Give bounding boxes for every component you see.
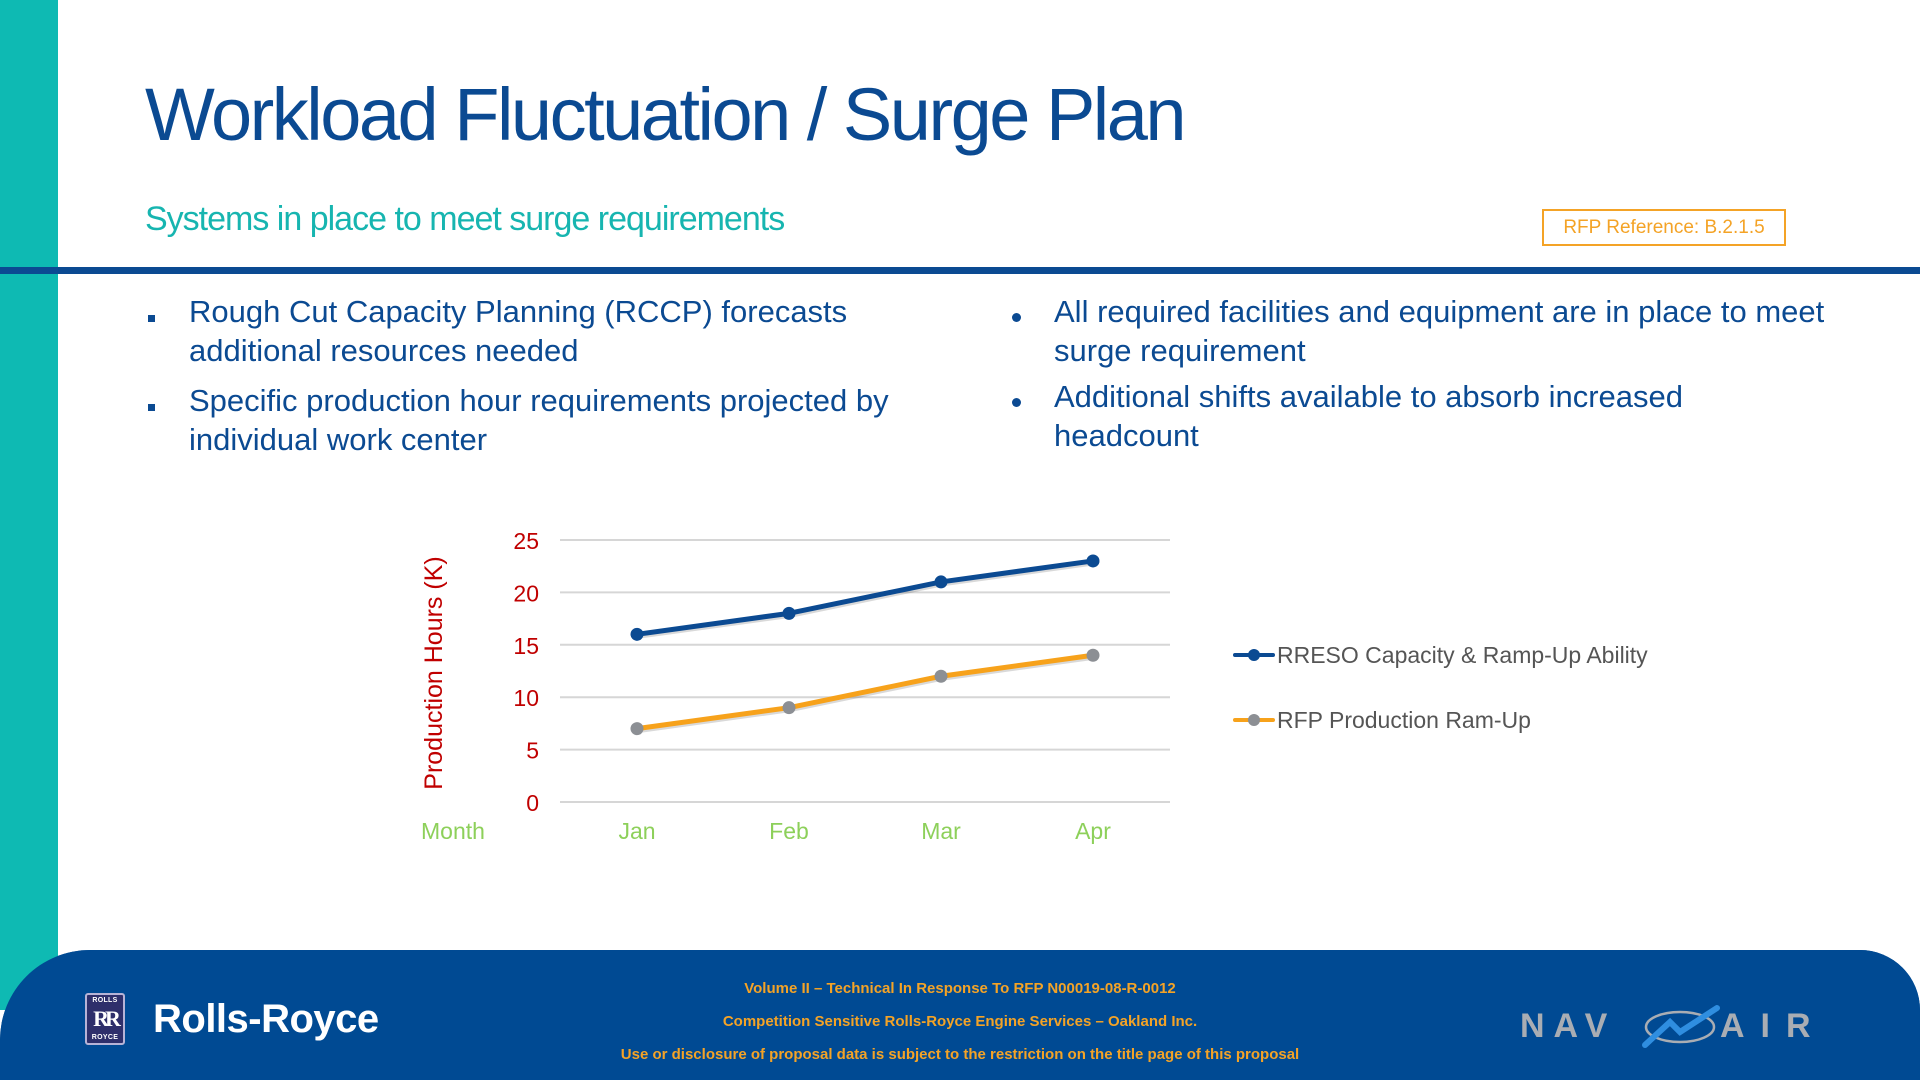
- data-point: [1086, 554, 1100, 568]
- badge-top-text: ROLLS: [92, 997, 118, 1004]
- y-tick-label: 15: [513, 633, 539, 659]
- square-bullet-icon: [145, 292, 155, 331]
- bullet-text: Additional shifts available to absorb in…: [1054, 379, 1683, 453]
- y-tick-label: 20: [513, 580, 539, 606]
- navair-logo: NAV AIR: [1520, 1005, 1827, 1048]
- badge-bottom-text: ROYCE: [91, 1034, 119, 1041]
- y-tick-labels: 0 5 10 15 20 25: [513, 528, 539, 816]
- bullet-item: Specific production hour requirements pr…: [145, 381, 905, 459]
- footer-line: Use or disclosure of proposal data is su…: [620, 1046, 1300, 1063]
- legend-item-rreso: RRESO Capacity & Ramp-Up Ability: [1233, 640, 1648, 670]
- bullet-text: All required facilities and equipment ar…: [1054, 294, 1825, 368]
- y-tick-label: 5: [526, 738, 539, 764]
- data-point: [934, 575, 948, 589]
- bullet-item: Rough Cut Capacity Planning (RCCP) forec…: [145, 292, 905, 370]
- bullet-text: Specific production hour requirements pr…: [189, 383, 889, 457]
- navair-right-text: AIR: [1720, 1007, 1827, 1045]
- data-point: [934, 669, 948, 683]
- footer-band-overlay: [0, 950, 1920, 1080]
- x-tick-label: Jan: [618, 818, 655, 844]
- series-line: [636, 652, 1094, 732]
- series-line: [636, 558, 1094, 637]
- bullet-item: Additional shifts available to absorb in…: [1010, 377, 1830, 455]
- chart-legend: RRESO Capacity & Ramp-Up Ability RFP Pro…: [1233, 640, 1648, 770]
- badge-monogram: RR: [93, 1006, 121, 1031]
- series-1: [630, 648, 1100, 736]
- x-tick-label: Apr: [1075, 818, 1111, 844]
- series-0: [630, 554, 1100, 641]
- rolls-royce-badge-icon: ROLLS RR ROYCE: [85, 993, 125, 1045]
- footer-line: Volume II – Technical In Response To RFP…: [744, 980, 1176, 997]
- y-tick-label: 25: [513, 528, 539, 554]
- navair-left-text: NAV: [1520, 1007, 1616, 1045]
- square-bullet-icon: [145, 381, 155, 420]
- bullet-item: All required facilities and equipment ar…: [1010, 292, 1830, 370]
- y-tick-label: 10: [513, 685, 539, 711]
- data-point: [630, 722, 644, 736]
- y-axis-label: Production Hours (K): [420, 556, 448, 789]
- rolls-royce-logo: ROLLS RR ROYCE Rolls-Royce: [85, 993, 379, 1045]
- legend-label: RFP Production Ram-Up: [1277, 706, 1531, 733]
- navair-ellipse-icon: [1644, 1010, 1716, 1044]
- header-divider: [0, 267, 1920, 274]
- bullet-text: Rough Cut Capacity Planning (RCCP) forec…: [189, 294, 848, 368]
- left-accent-bar: [0, 0, 58, 1000]
- legend-label: RRESO Capacity & Ramp-Up Ability: [1277, 641, 1648, 668]
- right-bullet-list: All required facilities and equipment ar…: [1010, 292, 1830, 462]
- x-tick-label: Mar: [921, 818, 961, 844]
- round-bullet-icon: [1010, 292, 1021, 331]
- data-point: [1086, 648, 1100, 662]
- round-bullet-icon: [1010, 377, 1021, 416]
- x-tick-label: Feb: [769, 818, 809, 844]
- data-point: [630, 627, 644, 641]
- chart-plot: 0 5 10 15 20 25 Jan Feb Mar Apr Production Hours…: [420, 528, 1170, 844]
- grid-lines: [560, 539, 1170, 803]
- y-tick-label: 0: [526, 790, 539, 816]
- slide-title: Workload Fluctuation / Surge Plan: [145, 73, 1187, 156]
- data-point: [782, 606, 796, 620]
- footer-notice: Volume II – Technical In Response To RFP…: [560, 972, 1360, 1071]
- data-point: [782, 701, 796, 715]
- legend-item-rfp: RFP Production Ram-Up: [1233, 705, 1648, 735]
- x-tick-labels: Jan Feb Mar Apr: [618, 818, 1111, 844]
- rfp-reference-badge: RFP Reference: B.2.1.5: [1542, 209, 1786, 246]
- x-axis-label: Month: [421, 818, 485, 844]
- footer-line: Competition Sensitive Rolls-Royce Engine…: [722, 1013, 1198, 1030]
- series-lines: [630, 554, 1100, 736]
- navair-swoosh-icon: [1642, 1005, 1720, 1048]
- left-bullet-list: Rough Cut Capacity Planning (RCCP) forec…: [145, 292, 905, 470]
- line-chart: 0 5 10 15 20 25 Jan Feb Mar Apr Production Hours…: [400, 510, 1700, 870]
- legend-line-marker-icon: [1233, 713, 1275, 727]
- legend-line-marker-icon: [1233, 648, 1275, 662]
- rolls-royce-wordmark: Rolls-Royce: [153, 996, 379, 1041]
- slide-subtitle: Systems in place to meet surge requireme…: [145, 200, 785, 238]
